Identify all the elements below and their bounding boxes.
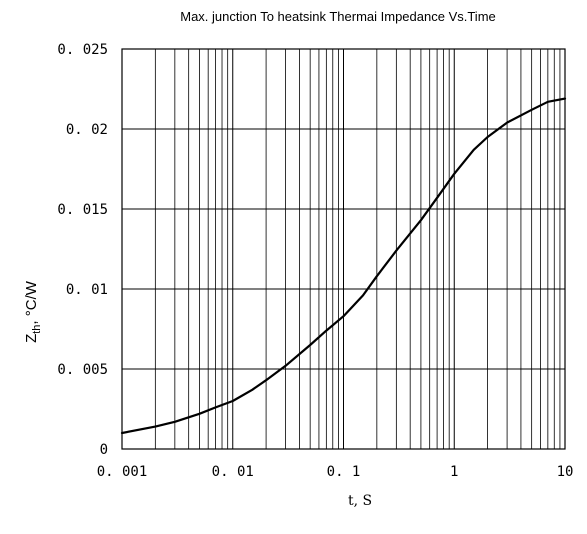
y-axis-label-symbol: Z — [23, 334, 40, 343]
x-tick-label: 10 — [557, 464, 574, 480]
x-tick-label: 1 — [450, 464, 458, 480]
y-axis-label: Zth, °C/W — [23, 280, 43, 343]
y-tick-label: 0. 005 — [57, 362, 108, 378]
x-tick-label: 0. 001 — [97, 464, 148, 480]
x-axis-label: t, S — [348, 493, 372, 509]
grid — [122, 49, 565, 449]
x-tick-labels: 0. 001 0. 01 0. 1 1 10 — [97, 464, 574, 480]
plot-frame — [121, 48, 566, 450]
series-line — [120, 97, 567, 435]
y-tick-label: 0. 02 — [66, 122, 108, 138]
x-tick-label: 0. 1 — [327, 464, 361, 480]
x-tick-label: 0. 01 — [212, 464, 254, 480]
y-axis-label-subscript: th — [31, 325, 43, 334]
y-axis-label-unit: , °C/W — [23, 280, 40, 324]
y-tick-label: 0. 015 — [57, 202, 108, 218]
chart-title: Max. junction To heatsink Thermai Impeda… — [180, 9, 496, 24]
y-tick-label: 0. 025 — [57, 42, 108, 58]
y-tick-labels: 0 0. 005 0. 01 0. 015 0. 02 0. 025 — [57, 42, 108, 458]
y-tick-label: 0 — [100, 442, 108, 458]
y-tick-label: 0. 01 — [66, 282, 108, 298]
